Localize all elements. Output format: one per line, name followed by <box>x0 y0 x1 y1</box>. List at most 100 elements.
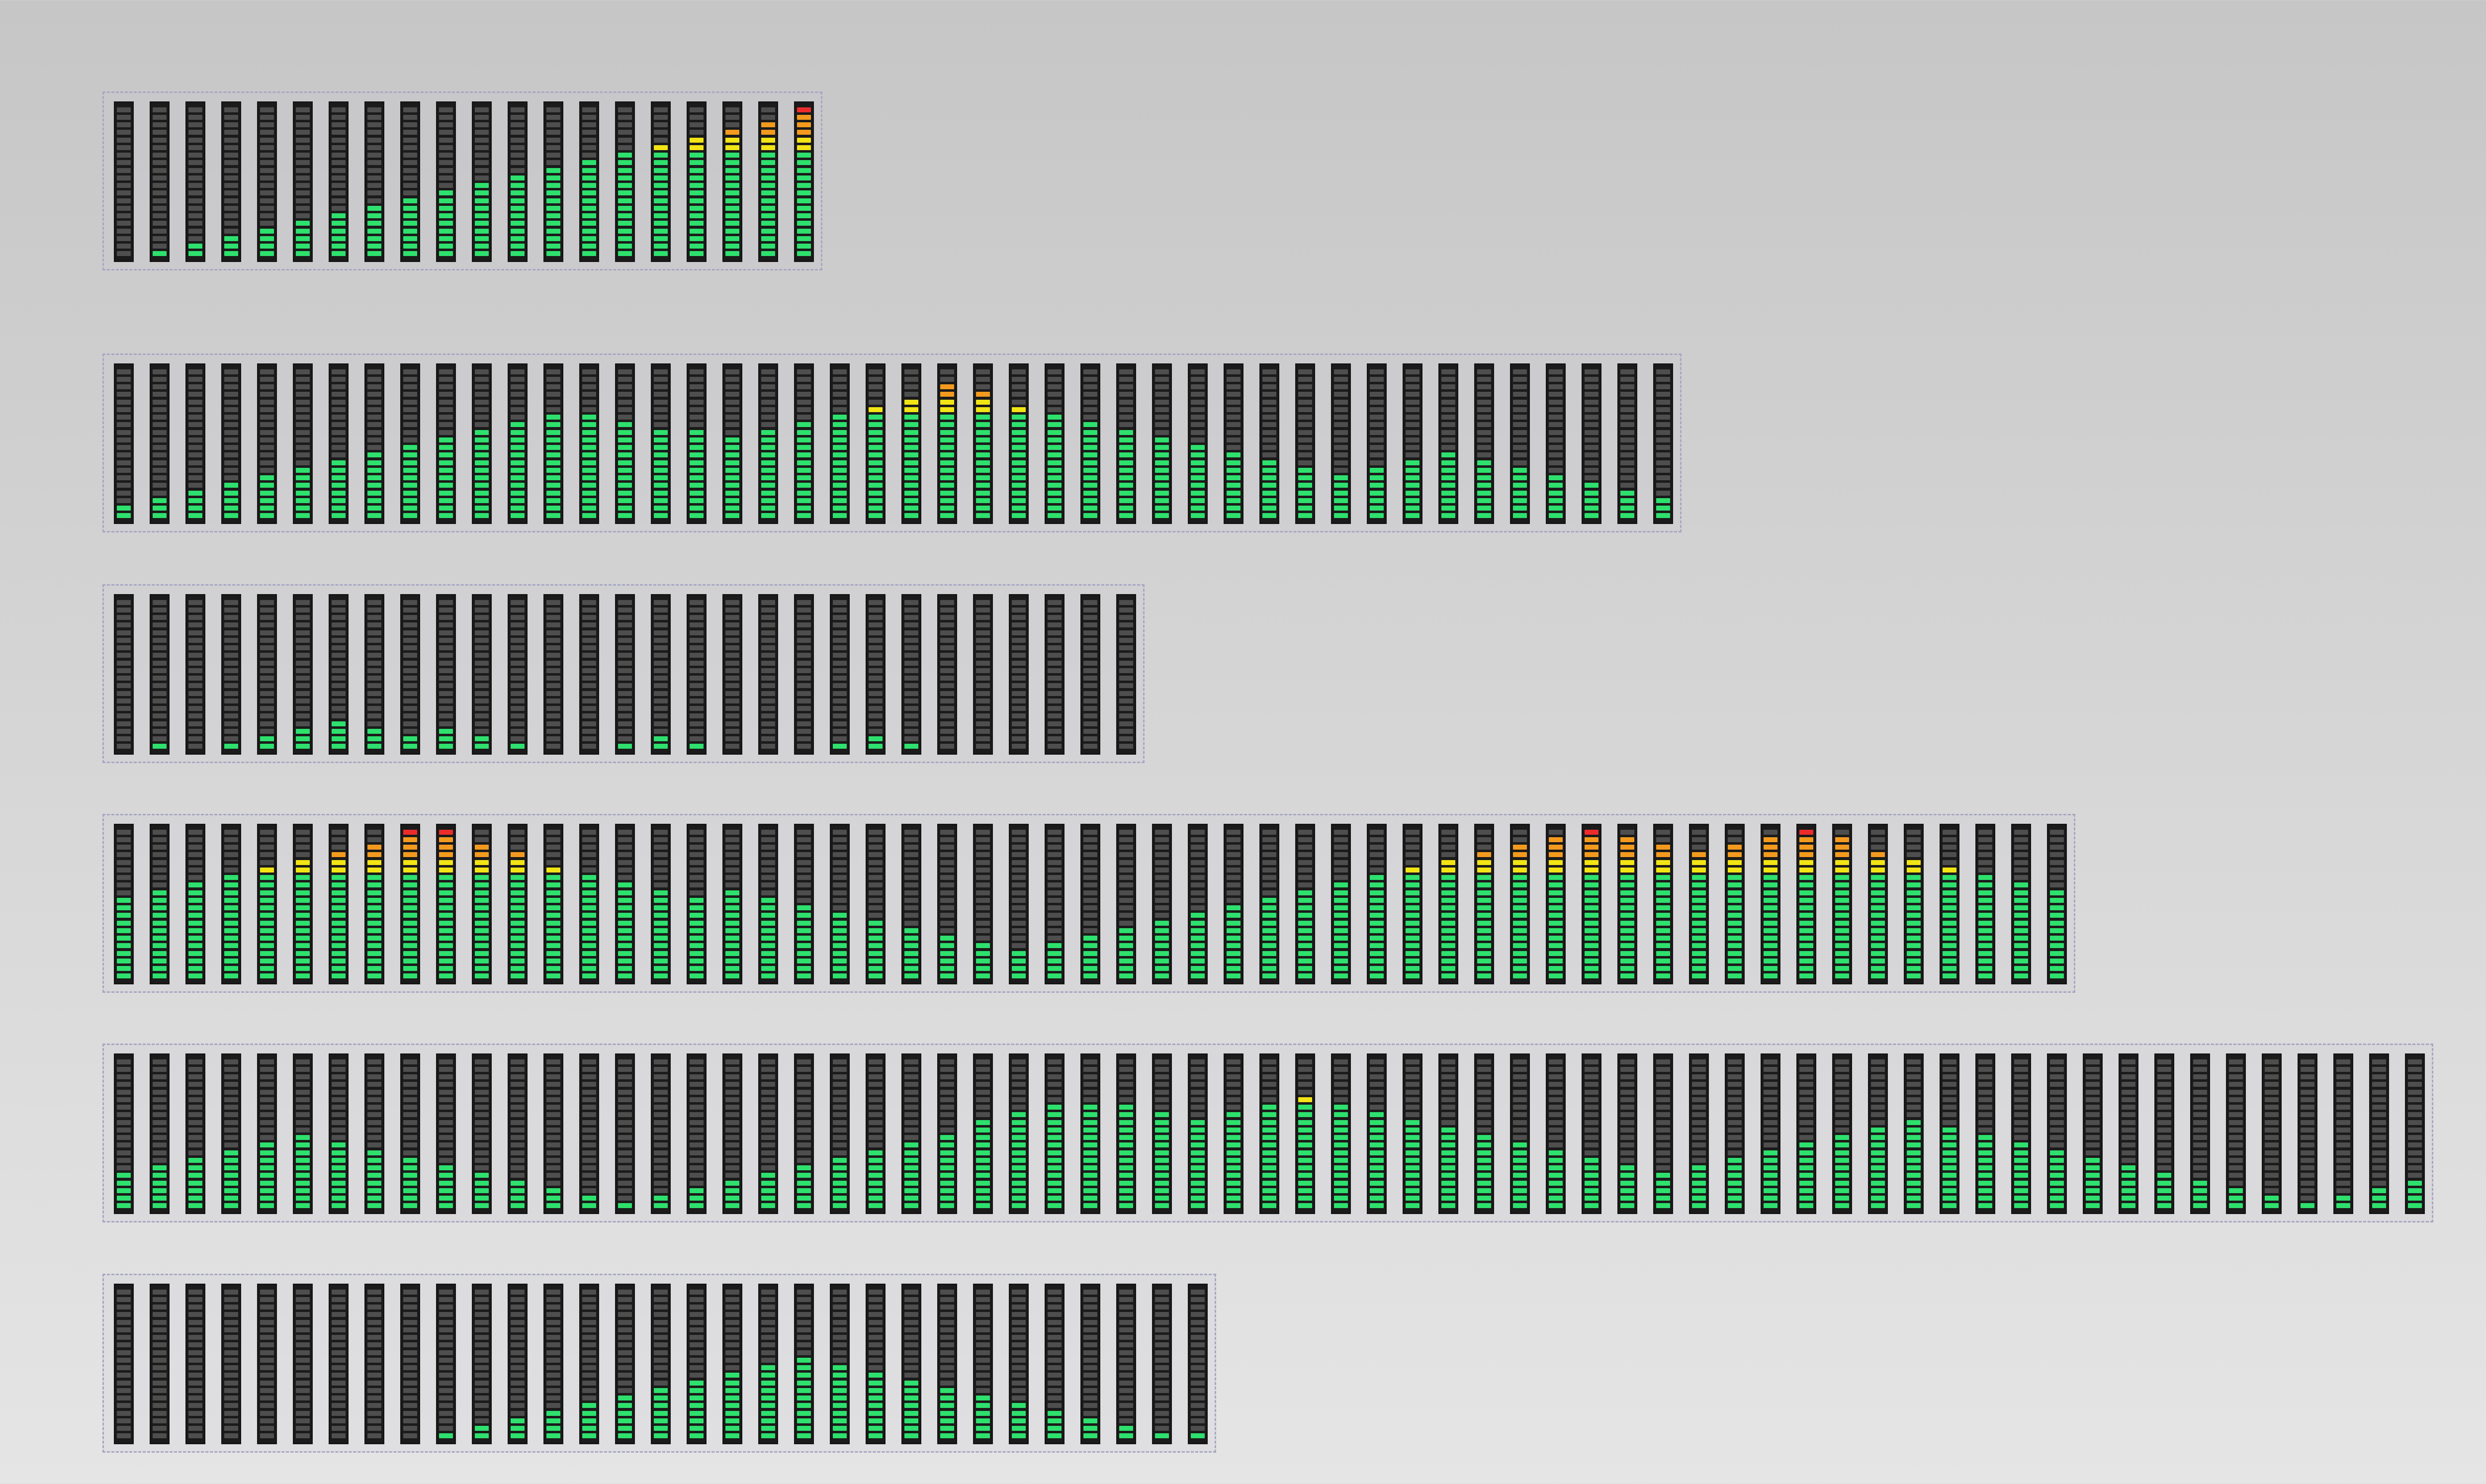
meter-bar <box>2405 1053 2425 1214</box>
meter-segment <box>511 228 525 234</box>
meter-segment <box>797 452 811 458</box>
meter-segment <box>1298 483 1312 488</box>
meter-segment <box>797 384 811 390</box>
meter-segment <box>332 845 346 850</box>
meter-segment <box>475 483 489 488</box>
meter-segment <box>1513 376 1527 382</box>
meter-segment <box>546 183 560 188</box>
meter-segment <box>224 913 238 918</box>
meter-segment <box>117 713 131 719</box>
meter-bar <box>364 363 384 524</box>
meter-segment <box>260 168 274 173</box>
meter-segment <box>546 1074 560 1080</box>
meter-bar <box>257 1284 277 1444</box>
meter-bar <box>1975 824 1995 984</box>
meter-segment <box>1370 845 1384 850</box>
meter-segment <box>654 430 668 435</box>
meter-bar <box>1367 1053 1387 1214</box>
meter-segment <box>582 691 596 696</box>
meter-segment <box>1298 498 1312 503</box>
meter-segment <box>117 130 131 135</box>
meter-segment <box>1155 1074 1169 1080</box>
meter-segment <box>1513 430 1527 435</box>
meter-segment <box>797 867 811 873</box>
meter-segment <box>332 1059 346 1064</box>
meter-segment <box>1262 437 1276 442</box>
meter-segment <box>976 1120 990 1125</box>
meter-segment <box>1119 475 1133 481</box>
meter-segment <box>725 168 739 173</box>
meter-segment <box>1012 653 1026 658</box>
meter-segment <box>1692 936 1706 941</box>
meter-segment <box>296 251 310 257</box>
meter-segment <box>2050 1105 2064 1110</box>
meter-segment <box>904 1157 918 1163</box>
meter-segment <box>690 721 704 726</box>
meter-segment <box>976 607 990 612</box>
meter-segment <box>153 369 167 374</box>
meter-segment <box>2372 1097 2386 1102</box>
meter-segment <box>690 653 704 658</box>
meter-segment <box>1083 475 1097 481</box>
meter-segment <box>869 1157 883 1163</box>
meter-segment <box>1728 860 1742 865</box>
meter-segment <box>439 860 453 865</box>
meter-segment <box>1191 376 1205 382</box>
meter-segment <box>332 205 346 211</box>
meter-segment <box>1048 1120 1062 1125</box>
meter-segment <box>833 1066 847 1072</box>
meter-segment <box>833 392 847 397</box>
meter-segment <box>511 1074 525 1080</box>
meter-segment <box>1227 1135 1241 1140</box>
meter-segment <box>439 107 453 112</box>
meter-segment <box>582 1135 596 1140</box>
meter-segment <box>1477 913 1491 918</box>
meter-segment <box>1191 1089 1205 1095</box>
meter-bar <box>2047 1053 2067 1214</box>
meter-bar <box>687 1284 707 1444</box>
meter-segment <box>618 392 632 397</box>
meter-segment <box>2157 1196 2171 1201</box>
meter-segment <box>654 1105 668 1110</box>
meter-segment <box>833 1112 847 1118</box>
meter-segment <box>1441 1150 1455 1155</box>
meter-segment <box>511 251 525 257</box>
meter-segment <box>2301 1196 2314 1201</box>
meter-segment <box>618 244 632 249</box>
meter-segment <box>654 1203 668 1209</box>
meter-segment <box>332 107 346 112</box>
meter-segment <box>439 1157 453 1163</box>
meter-segment <box>797 1082 811 1087</box>
meter-segment <box>869 653 883 658</box>
meter-segment <box>1334 1196 1348 1201</box>
meter-segment <box>224 645 238 651</box>
meter-segment <box>690 384 704 390</box>
meter-segment <box>797 1157 811 1163</box>
meter-segment <box>582 1173 596 1178</box>
meter-segment <box>654 251 668 257</box>
meter-segment <box>2408 1089 2422 1095</box>
meter-segment <box>546 660 560 666</box>
meter-segment <box>1406 467 1420 473</box>
meter-bar <box>400 101 420 262</box>
meter-segment <box>332 905 346 911</box>
meter-segment <box>2229 1074 2243 1080</box>
meter-segment <box>439 668 453 673</box>
meter-segment <box>2301 1105 2314 1110</box>
meter-segment <box>618 637 632 643</box>
meter-segment <box>188 600 202 605</box>
meter-bar <box>901 594 921 755</box>
meter-segment <box>2336 1127 2350 1133</box>
meter-segment <box>761 1335 775 1340</box>
meter-segment <box>546 882 560 888</box>
meter-segment <box>725 1403 739 1408</box>
meter-segment <box>153 430 167 435</box>
meter-bar <box>1367 363 1387 524</box>
meter-segment <box>511 153 525 158</box>
meter-segment <box>725 460 739 465</box>
meter-segment <box>2265 1066 2279 1072</box>
meter-segment <box>224 1312 238 1317</box>
meter-segment <box>1370 1173 1384 1178</box>
meter-segment <box>582 175 596 180</box>
meter-segment <box>188 1112 202 1118</box>
